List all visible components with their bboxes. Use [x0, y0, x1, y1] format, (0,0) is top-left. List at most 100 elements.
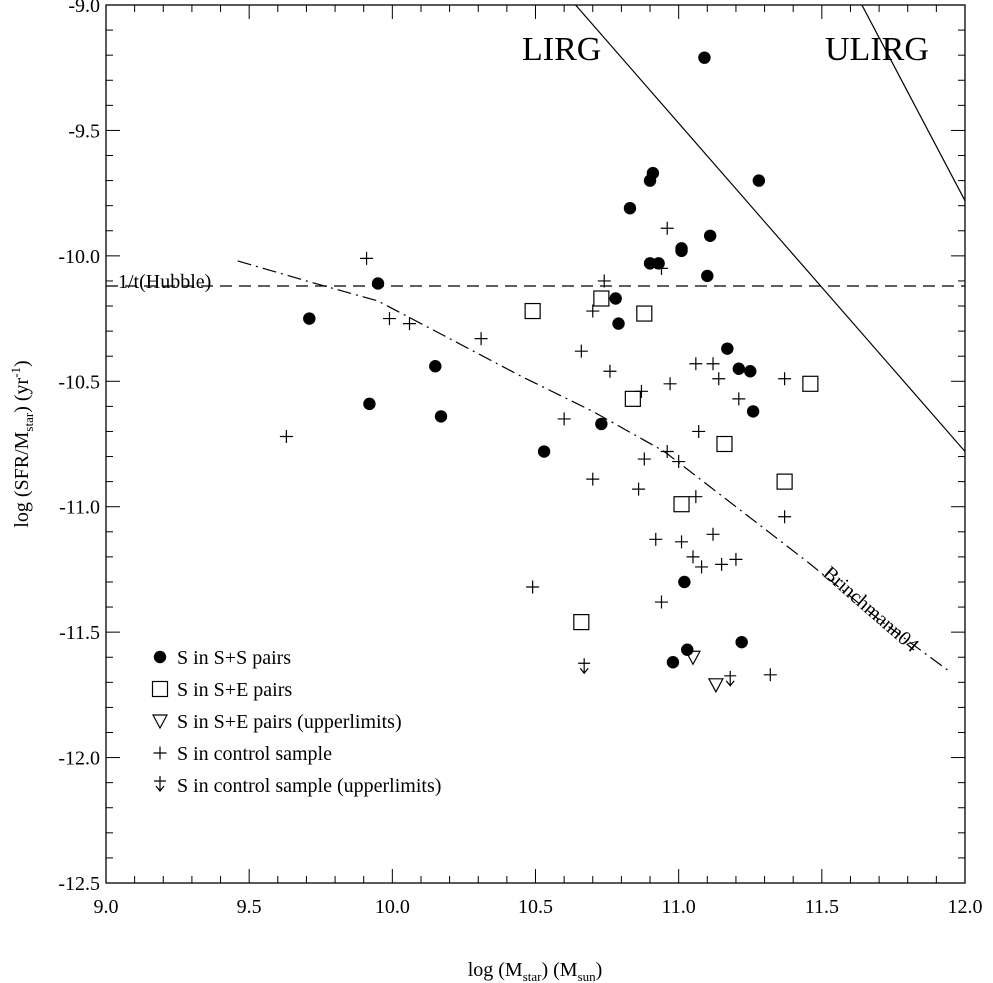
data-point-s-in-s-s-pairs — [698, 51, 711, 64]
data-point-s-in-control-sample — [729, 552, 743, 566]
legend-label: S in S+E pairs — [177, 679, 292, 701]
legend-marker — [151, 714, 169, 730]
data-point-s-in-control-sample — [692, 424, 706, 438]
legend-marker — [153, 746, 167, 760]
data-point-s-in-s-e-pairs — [776, 473, 793, 490]
data-point-s-in-s-s-pairs — [429, 360, 442, 373]
y-tick-label: -11.5 — [59, 622, 100, 644]
data-point-s-in-s-s-pairs — [752, 174, 766, 187]
x-tick-label: 11.0 — [662, 896, 696, 918]
legend-marker — [151, 680, 169, 698]
data-point-s-in-s-e-pairs — [673, 496, 690, 513]
data-point-s-in-control-sample — [403, 317, 417, 331]
data-point-s-in-control-sample — [649, 532, 663, 546]
data-point-s-in-s-e-pairs — [802, 375, 819, 392]
legend-marker — [154, 776, 166, 792]
data-point-s-in-control-sample — [706, 357, 720, 371]
data-point-s-in-s-s-pairs — [612, 317, 625, 330]
data-point-s-in-control-sample — [686, 550, 700, 564]
y-tick-label: -12.5 — [58, 873, 100, 895]
data-point-s-in-s-s-pairs — [732, 362, 745, 375]
data-point-s-in-s-s-pairs — [371, 277, 385, 290]
data-point-s-in-s-s-pairs — [303, 312, 316, 325]
data-point-s-in-control-sample — [712, 372, 726, 386]
lirg-label: LIRG — [522, 31, 601, 68]
data-point-s-in-control-sample-upperlimits — [578, 658, 591, 675]
x-axis-label: log (Mstar) (Msun) — [468, 959, 603, 983]
x-tick-label: 12.0 — [948, 896, 983, 918]
legend-label: S in control sample — [177, 743, 332, 765]
legend-marker — [153, 650, 167, 664]
axis-ticks: 9.0 9.5 10.0 10.5 11.0 11.5 12.0 -9.0 -9.5 -10.0 -… — [58, 0, 982, 918]
data-point-s-in-control-sample — [586, 472, 600, 486]
data-markers — [279, 51, 819, 694]
data-point-s-in-s-s-pairs — [666, 656, 680, 669]
data-point-s-in-s-s-pairs — [646, 166, 660, 180]
data-point-s-in-s-s-pairs — [721, 342, 734, 355]
data-point-s-in-control-sample — [660, 445, 674, 459]
data-point-s-in-control-sample — [574, 344, 588, 358]
data-point-s-in-control-sample — [654, 595, 668, 609]
data-point-s-in-control-sample — [763, 668, 777, 682]
data-point-s-in-s-e-pairs — [593, 290, 610, 307]
data-point-s-in-s-e-pairs-upperlimits — [684, 650, 701, 666]
data-point-s-in-s-s-pairs — [746, 405, 760, 418]
data-point-s-in-s-s-pairs — [678, 575, 691, 589]
x-tick-label: 11.5 — [805, 896, 839, 918]
data-point-s-in-control-sample — [663, 377, 677, 391]
data-point-s-in-control-sample — [695, 560, 709, 574]
legend-label: S in S+E pairs (upperlimits) — [177, 711, 402, 733]
data-point-s-in-control-sample — [660, 221, 674, 235]
data-point-s-in-s-e-pairs-upperlimits — [707, 678, 724, 694]
data-point-s-in-s-e-pairs — [636, 305, 653, 322]
ulirg-label: ULIRG — [825, 31, 929, 68]
y-tick-label: -11.0 — [59, 497, 100, 519]
y-tick-label: -9.5 — [68, 120, 100, 142]
data-point-s-in-control-sample — [675, 535, 689, 549]
brinchmann-label: Brinchmann04 — [819, 562, 923, 657]
data-point-s-in-s-s-pairs — [595, 417, 608, 431]
data-point-s-in-s-s-pairs — [643, 257, 657, 270]
data-point-s-in-s-s-pairs — [434, 410, 448, 423]
data-point-s-in-control-sample-upperlimits — [724, 670, 737, 687]
data-point-s-in-s-e-pairs — [716, 435, 733, 453]
data-point-s-in-control-sample — [382, 312, 396, 326]
data-point-s-in-s-s-pairs — [537, 445, 551, 458]
y-tick-label: -10.5 — [58, 371, 100, 393]
data-point-s-in-s-e-pairs — [624, 390, 641, 407]
data-point-s-in-control-sample — [689, 490, 703, 504]
annotations: LIRG ULIRG 1/t(Hubble) Brinchmann04 — [118, 31, 929, 657]
lirg-line — [575, 5, 965, 452]
legend: S in S+S pairs S in S+E pairs S in S+E pai… — [151, 647, 441, 797]
data-point-s-in-s-s-pairs — [609, 292, 622, 305]
reference-lines — [106, 5, 965, 673]
data-point-s-in-control-sample — [672, 455, 686, 469]
data-point-s-in-control-sample — [474, 332, 488, 346]
data-point-s-in-control-sample — [715, 557, 729, 571]
data-point-s-in-control-sample — [632, 482, 646, 496]
data-point-s-in-s-s-pairs — [701, 269, 714, 283]
x-tick-label: 9.5 — [237, 896, 262, 918]
data-point-s-in-s-s-pairs — [681, 643, 694, 656]
y-tick-label: -10.0 — [58, 246, 100, 268]
data-point-s-in-control-sample — [360, 251, 374, 265]
hubble-label: 1/t(Hubble) — [118, 271, 211, 293]
data-point-s-in-control-sample — [526, 580, 540, 594]
data-point-s-in-control-sample — [586, 304, 600, 318]
x-tick-label: 10.0 — [375, 896, 410, 918]
y-tick-label: -12.0 — [58, 748, 100, 770]
brinchmann04-line — [237, 260, 952, 673]
data-point-s-in-s-e-pairs — [524, 302, 541, 320]
x-tick-label: 9.0 — [94, 896, 119, 918]
legend-label: S in control sample (upperlimits) — [177, 775, 441, 797]
data-point-s-in-control-sample — [279, 429, 293, 443]
data-point-s-in-s-e-pairs — [573, 614, 590, 631]
data-point-s-in-control-sample — [634, 384, 648, 398]
data-point-s-in-s-s-pairs — [652, 257, 665, 270]
data-point-s-in-control-sample — [654, 261, 668, 275]
legend-label: S in S+S pairs — [177, 647, 291, 669]
data-point-s-in-s-s-pairs — [703, 229, 717, 242]
data-point-s-in-s-s-pairs — [363, 397, 376, 411]
data-point-s-in-control-sample — [778, 510, 792, 524]
